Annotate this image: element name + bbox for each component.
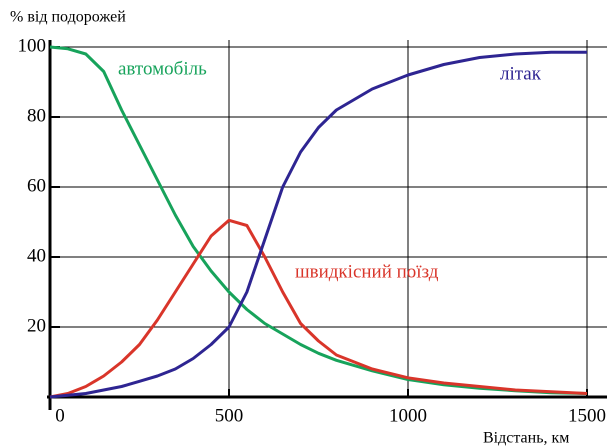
series-label: автомобіль bbox=[118, 58, 207, 79]
x-tick-label: 500 bbox=[215, 405, 244, 426]
x-tick-label: 1000 bbox=[389, 405, 427, 426]
y-tick-label: 80 bbox=[27, 105, 46, 126]
y-tick-label: 60 bbox=[27, 175, 46, 196]
y-tick-label: 20 bbox=[27, 315, 46, 336]
x-axis-label: Відстань, км bbox=[483, 430, 569, 447]
y-tick-label: 100 bbox=[18, 35, 47, 56]
series-label: швидкісний поїзд bbox=[295, 261, 439, 282]
x-tick-label: 0 bbox=[55, 405, 65, 426]
series-label: літак bbox=[500, 63, 542, 84]
x-tick-label: 1500 bbox=[568, 405, 606, 426]
y-tick-label: 40 bbox=[27, 245, 46, 266]
series-line bbox=[49, 218, 588, 399]
y-axis-label: % від подорожей bbox=[10, 9, 126, 26]
series-line bbox=[49, 50, 587, 399]
series-line bbox=[49, 45, 588, 395]
